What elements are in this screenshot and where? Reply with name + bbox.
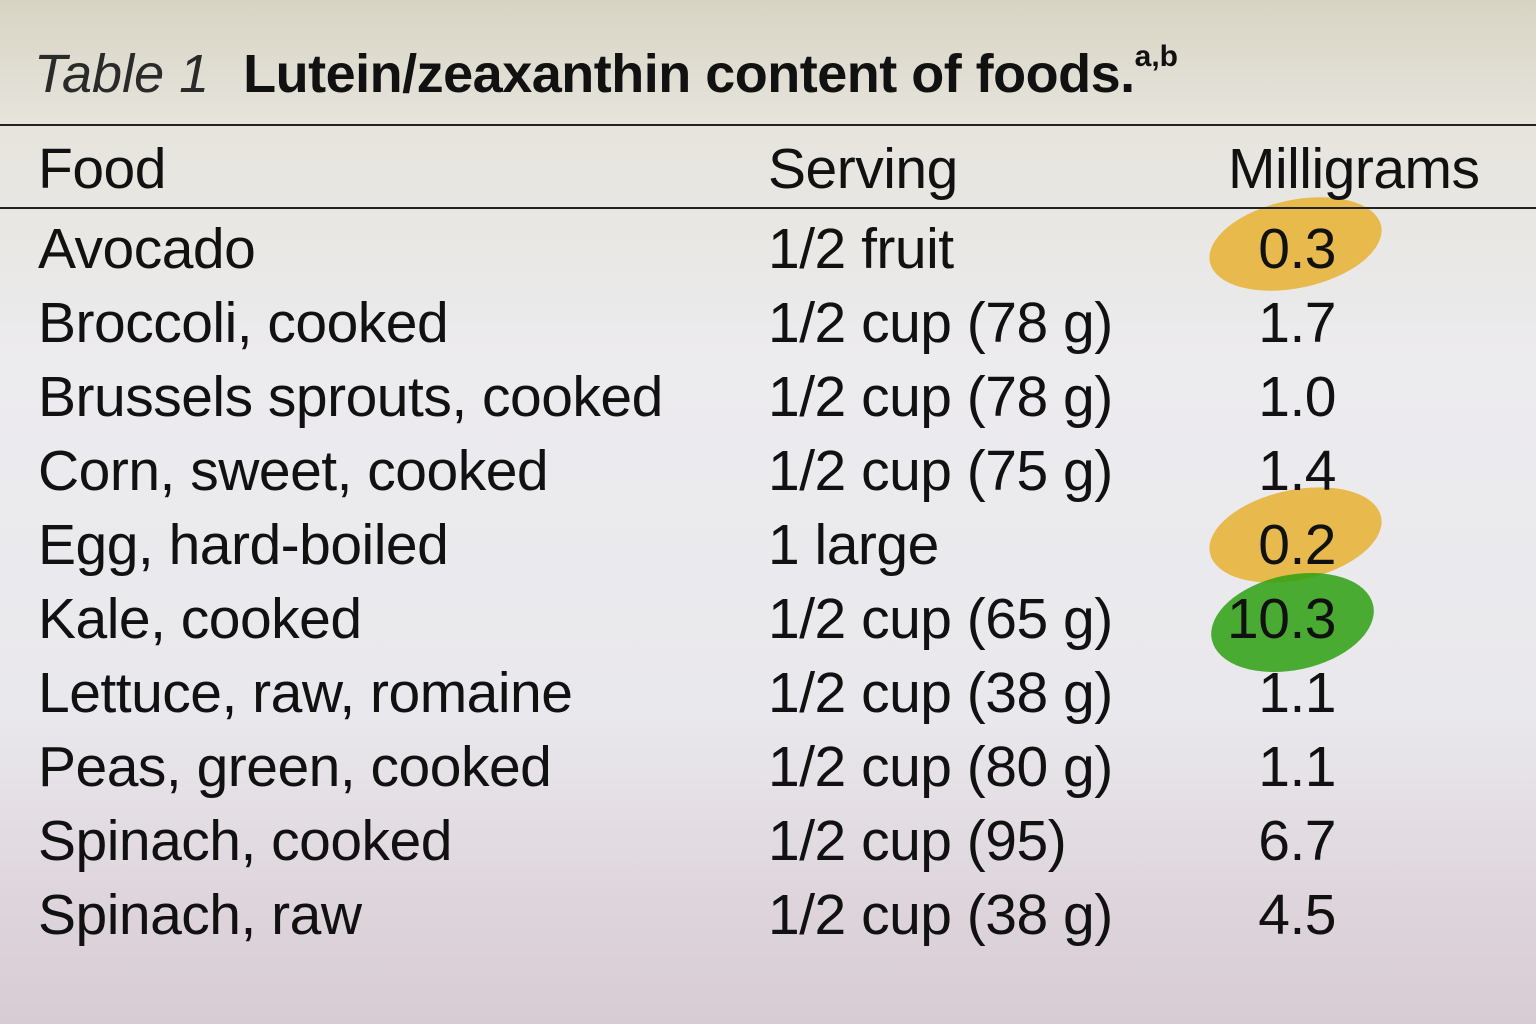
table-cell: 1/2 cup (95) [768,809,1067,873]
table-cell: 1.1 [1258,735,1336,799]
table-cell: 6.7 [1258,809,1336,873]
table-cell: Avocado [38,217,256,281]
table-cell: 0.3 [1258,217,1336,281]
table-cell: 1 large [768,513,939,577]
table-cell: Spinach, raw [38,883,362,947]
table-cell: 1.0 [1258,365,1336,429]
table-cell: 10.3 [1227,587,1336,651]
table-cell: 4.5 [1258,883,1336,947]
table-cell: 1/2 cup (80 g) [768,735,1113,799]
table-cell: 1.7 [1258,291,1336,355]
footnote-marks: a,b [1134,40,1179,73]
table-cell: 1.1 [1258,661,1336,725]
table-cell: Peas, green, cooked [38,735,552,799]
title-text: Lutein/zeaxanthin content of foods. [243,44,1135,104]
table-cell: 1/2 cup (38 g) [768,661,1113,725]
header-cell: Food [38,137,166,201]
table-label: Table 1 [34,44,210,104]
table-cell: Egg, hard-boiled [38,513,449,577]
table-cell: 1/2 cup (38 g) [768,883,1113,947]
table-cell: 1.4 [1258,439,1336,503]
table-title: Table 1 Lutein/zeaxanthin content of food… [34,40,1178,105]
table-cell: Broccoli, cooked [38,291,449,355]
table-cell: Lettuce, raw, romaine [38,661,573,725]
table-cell: 1/2 cup (78 g) [768,291,1113,355]
table-cell: Corn, sweet, cooked [38,439,549,503]
header-cell: Serving [768,137,958,201]
table-cell: Brussels sprouts, cooked [38,365,663,429]
table-cell: Kale, cooked [38,587,362,651]
table-cell: 1/2 fruit [768,217,954,281]
rule [0,207,1536,209]
table-cell: 1/2 cup (65 g) [768,587,1113,651]
table-cell: 1/2 cup (75 g) [768,439,1113,503]
table-cell: Spinach, cooked [38,809,452,873]
table-cell: 0.2 [1258,513,1336,577]
table-cell: 1/2 cup (78 g) [768,365,1113,429]
rule [0,124,1536,126]
header-cell: Milligrams [1228,137,1480,201]
